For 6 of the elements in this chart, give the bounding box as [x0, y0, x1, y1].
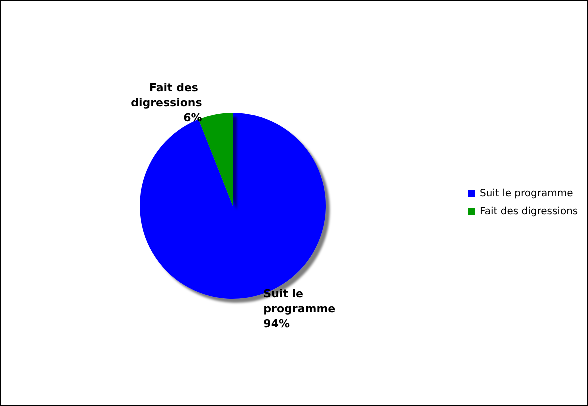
legend-label: Fait des digressions: [480, 206, 578, 218]
slice-label: Fait des digressions: [131, 81, 203, 110]
legend-label: Suit le programme: [480, 188, 574, 200]
data-label: 6%: [184, 111, 202, 124]
slice-label: Suit le programme: [264, 288, 336, 316]
data-label: 94%: [264, 318, 290, 331]
